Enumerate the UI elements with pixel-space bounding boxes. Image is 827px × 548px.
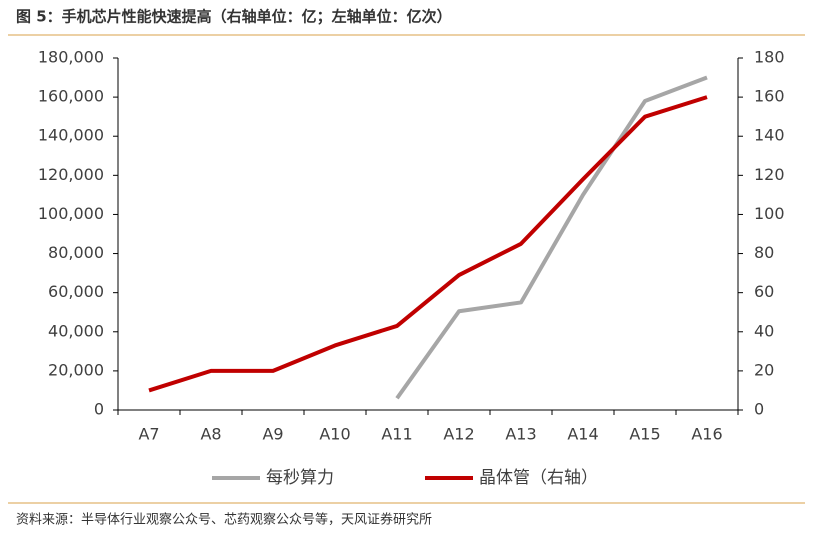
y-tick-label: 80,000 xyxy=(48,243,104,262)
x-tick-label: A10 xyxy=(319,425,350,444)
y-tick-label: 20,000 xyxy=(48,360,104,379)
y-tick-label: 40,000 xyxy=(48,321,104,340)
y2-tick-label: 120 xyxy=(754,165,785,184)
x-tick-label: A15 xyxy=(629,425,660,444)
x-tick-label: A13 xyxy=(505,425,536,444)
series-line xyxy=(148,95,708,393)
y-tick-label: 180,000 xyxy=(38,48,104,67)
source: 资料来源：半导体行业观察公众号、芯药观察公众号等，天风证券研究所 xyxy=(16,512,432,528)
y2-tick-label: 40 xyxy=(754,321,774,340)
x-tick-label: A7 xyxy=(138,425,159,444)
x-tick-label: A11 xyxy=(381,425,412,444)
y2-tick-label: 140 xyxy=(754,126,785,145)
y2-tick-label: 60 xyxy=(754,282,774,301)
y2-tick-label: 100 xyxy=(754,204,785,223)
y2-tick-label: 0 xyxy=(754,400,764,419)
y-tick-label: 100,000 xyxy=(38,204,104,223)
y-tick-label: 0 xyxy=(94,400,104,419)
x-tick-label: A9 xyxy=(262,425,283,444)
y-tick-label: 120,000 xyxy=(38,165,104,184)
chart-title: 图 5：手机芯片性能快速提高（右轴单位：亿；左轴单位：亿次） xyxy=(16,8,452,26)
y2-tick-label: 180 xyxy=(754,48,785,67)
legend-label: 晶体管（右轴） xyxy=(479,468,598,488)
y2-tick-label: 160 xyxy=(754,87,785,106)
legend-label: 每秒算力 xyxy=(266,468,334,488)
x-tick-label: A16 xyxy=(691,425,722,444)
y2-tick-label: 20 xyxy=(754,360,774,379)
y-tick-label: 160,000 xyxy=(38,87,104,106)
y2-tick-label: 80 xyxy=(754,243,774,262)
series-line xyxy=(395,75,708,400)
x-tick-label: A14 xyxy=(567,425,598,444)
x-tick-label: A8 xyxy=(200,425,221,444)
y-tick-label: 60,000 xyxy=(48,282,104,301)
y-tick-label: 140,000 xyxy=(38,126,104,145)
x-tick-label: A12 xyxy=(443,425,474,444)
